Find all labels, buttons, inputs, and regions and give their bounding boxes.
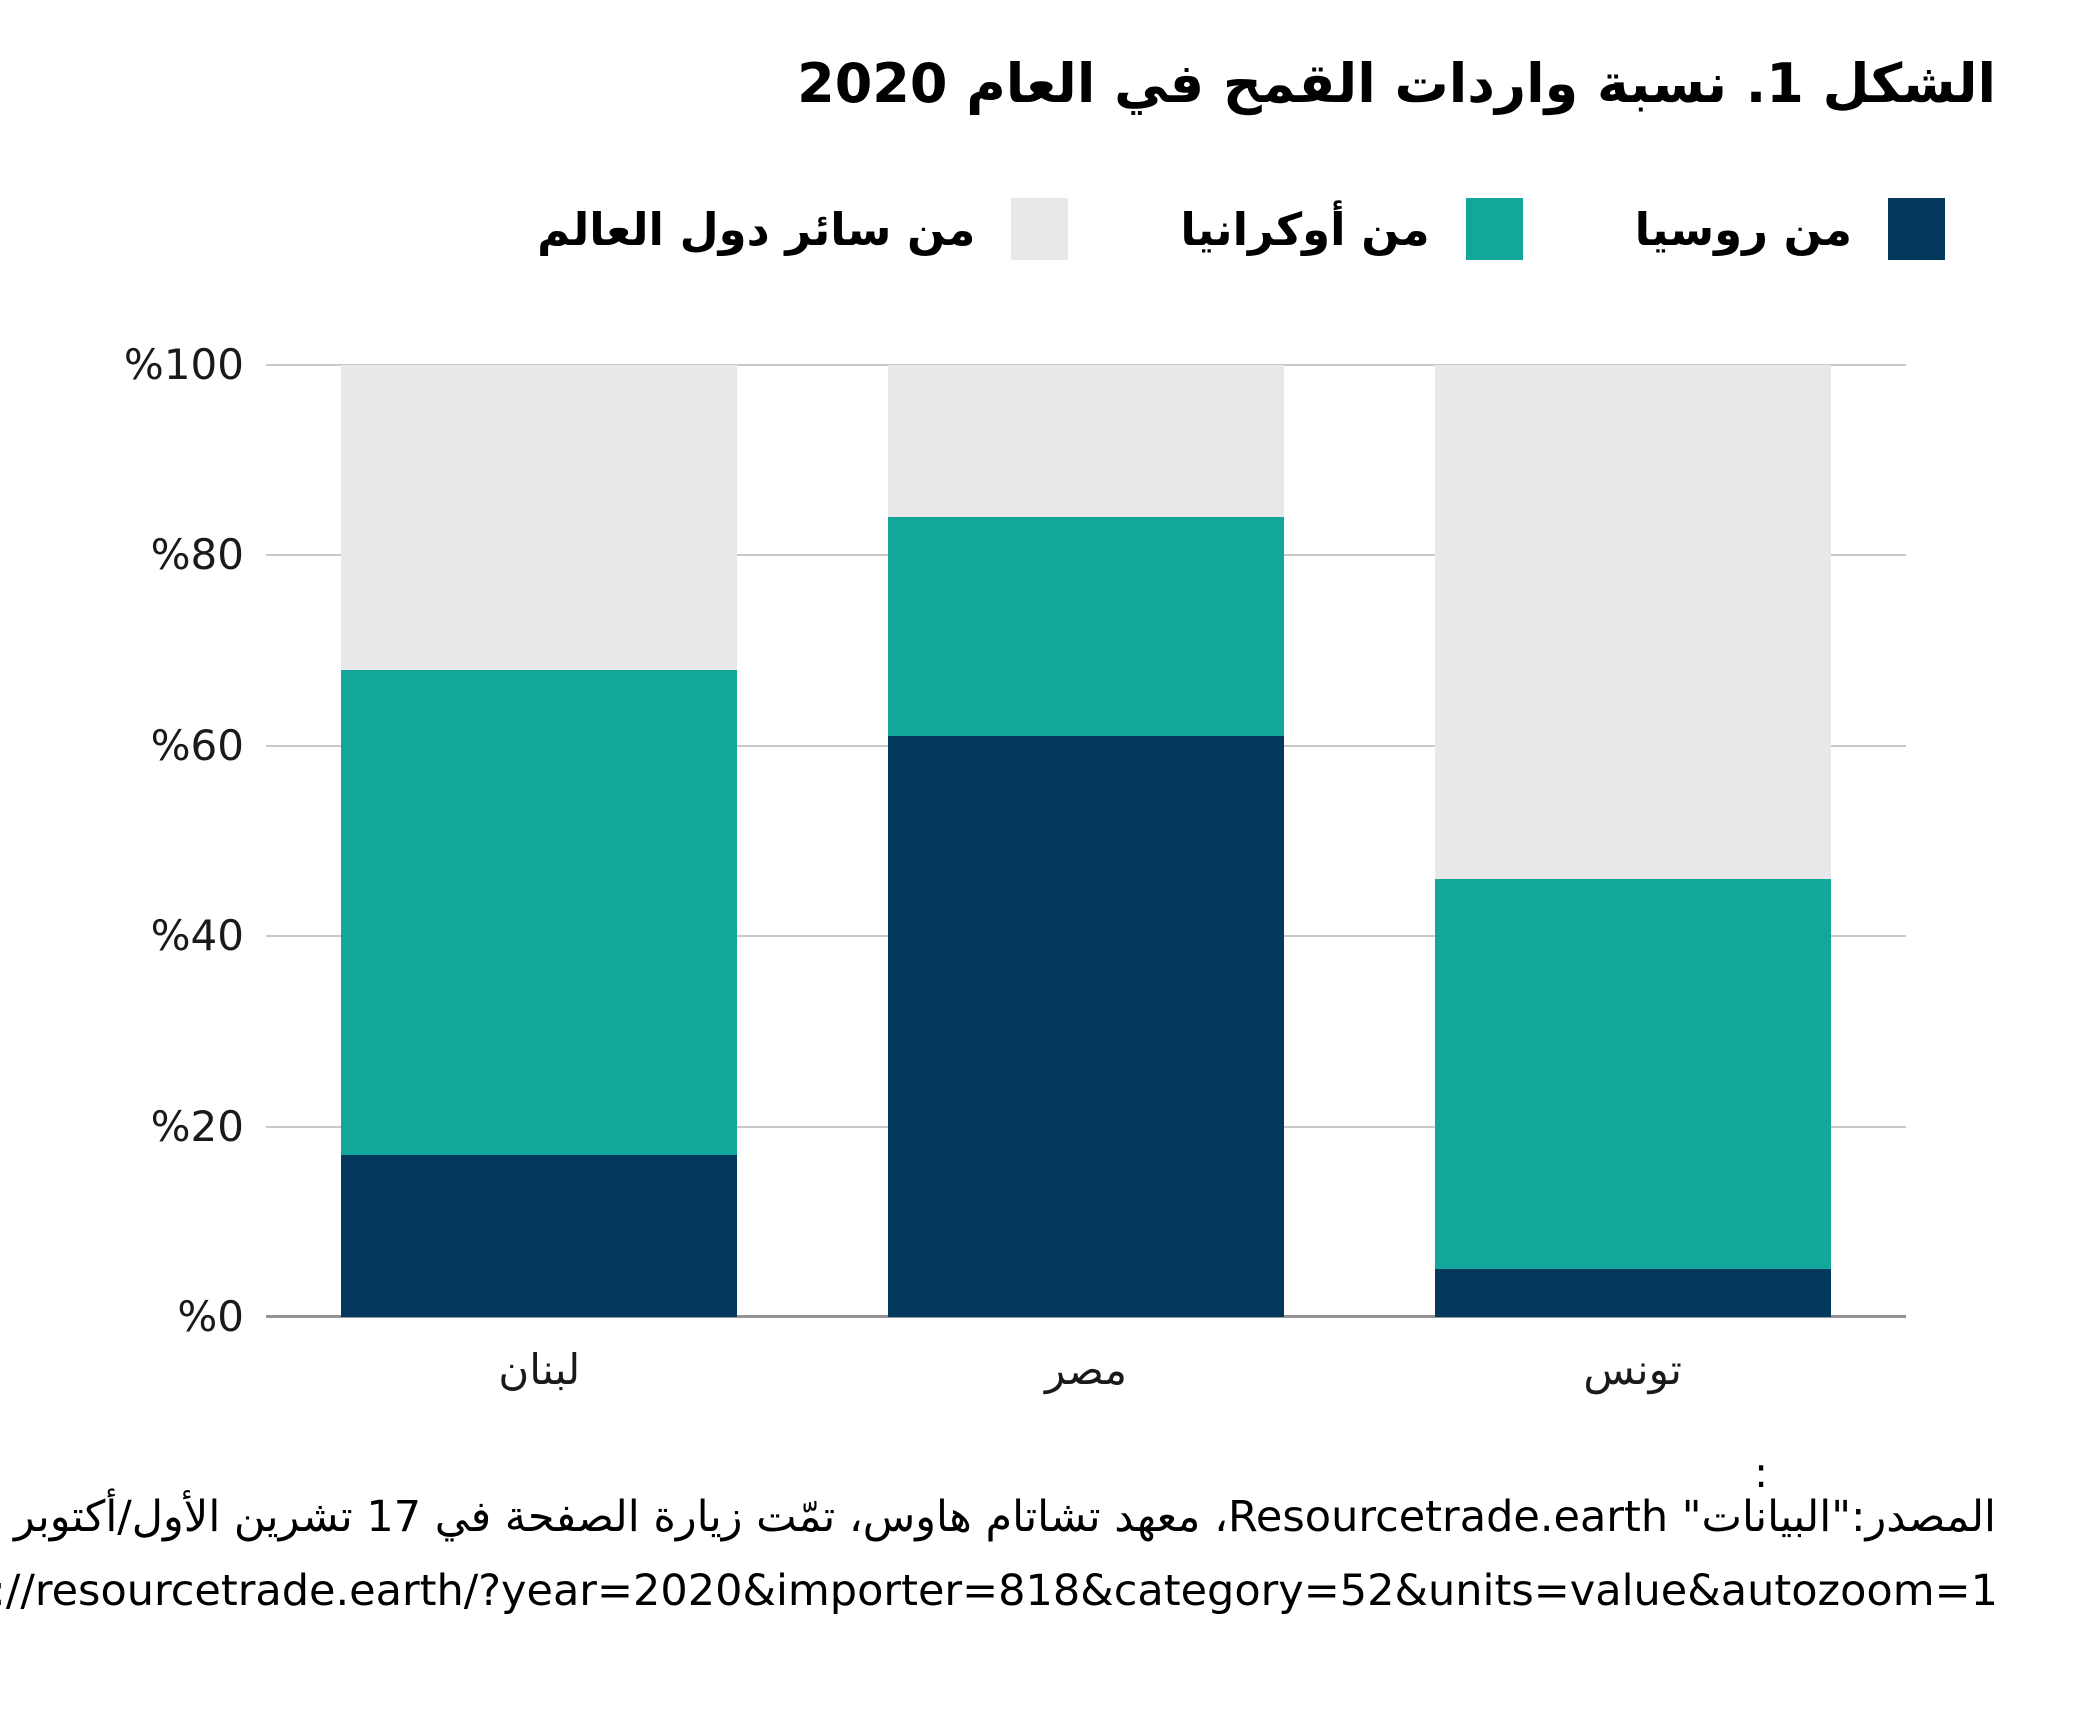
y-tick-label-40: %40 <box>150 911 244 961</box>
x-axis-label-tunisia: تونس <box>1583 1345 1682 1394</box>
bar-segment-tunisia-russia <box>1434 1269 1831 1317</box>
legend-label-world: من سائر دول العالم <box>537 202 976 256</box>
bar-segment-tunisia-ukraine <box>1434 879 1831 1270</box>
legend: من روسيا من أوكرانيا من سائر دول العالم <box>537 198 1945 260</box>
legend-swatch-world <box>1011 198 1069 260</box>
legend-swatch-ukraine <box>1465 198 1523 260</box>
y-tick-label-100: %100 <box>123 340 244 389</box>
y-tick-label-0: %0 <box>177 1292 244 1341</box>
x-axis-label-egypt: مصر <box>1044 1345 1128 1394</box>
plot-area <box>266 364 1906 1318</box>
legend-item-russia: من روسيا <box>1635 198 1945 260</box>
source-colon: : <box>1754 1448 1769 1497</box>
bar-egypt <box>888 365 1284 1317</box>
legend-label-russia: من روسيا <box>1634 202 1852 256</box>
bar-lebanon <box>341 365 738 1317</box>
legend-item-world: من سائر دول العالم <box>537 198 1069 260</box>
bar-tunisia <box>1434 365 1831 1317</box>
source-url: https://resourcetrade.earth/?year=2020&i… <box>0 1566 1998 1616</box>
bar-segment-lebanon-ukraine <box>341 669 738 1156</box>
bar-segment-lebanon-russia <box>341 1155 738 1317</box>
legend-swatch-russia <box>1888 198 1945 260</box>
bar-segment-lebanon-world <box>341 365 738 670</box>
figure-title: الشكل 1. نسبة واردات القمح في العام 2020 <box>797 52 1996 115</box>
bar-segment-tunisia-world <box>1434 365 1831 880</box>
bar-segment-egypt-ukraine <box>888 517 1284 737</box>
y-tick-label-80: %80 <box>150 530 244 580</box>
legend-label-ukraine: من أوكرانيا <box>1180 202 1430 256</box>
y-tick-label-20: %20 <box>150 1101 244 1151</box>
gridline-100 <box>266 364 1906 366</box>
legend-item-ukraine: من أوكرانيا <box>1180 198 1523 260</box>
bar-segment-egypt-world <box>888 365 1284 518</box>
x-axis-label-lebanon: لبنان <box>498 1345 581 1394</box>
y-tick-label-60: %60 <box>150 720 244 770</box>
source-line-1: المصدر:"البيانات" Resourcetrade.earth، م… <box>0 1492 1996 1542</box>
bar-segment-egypt-russia <box>888 736 1284 1317</box>
